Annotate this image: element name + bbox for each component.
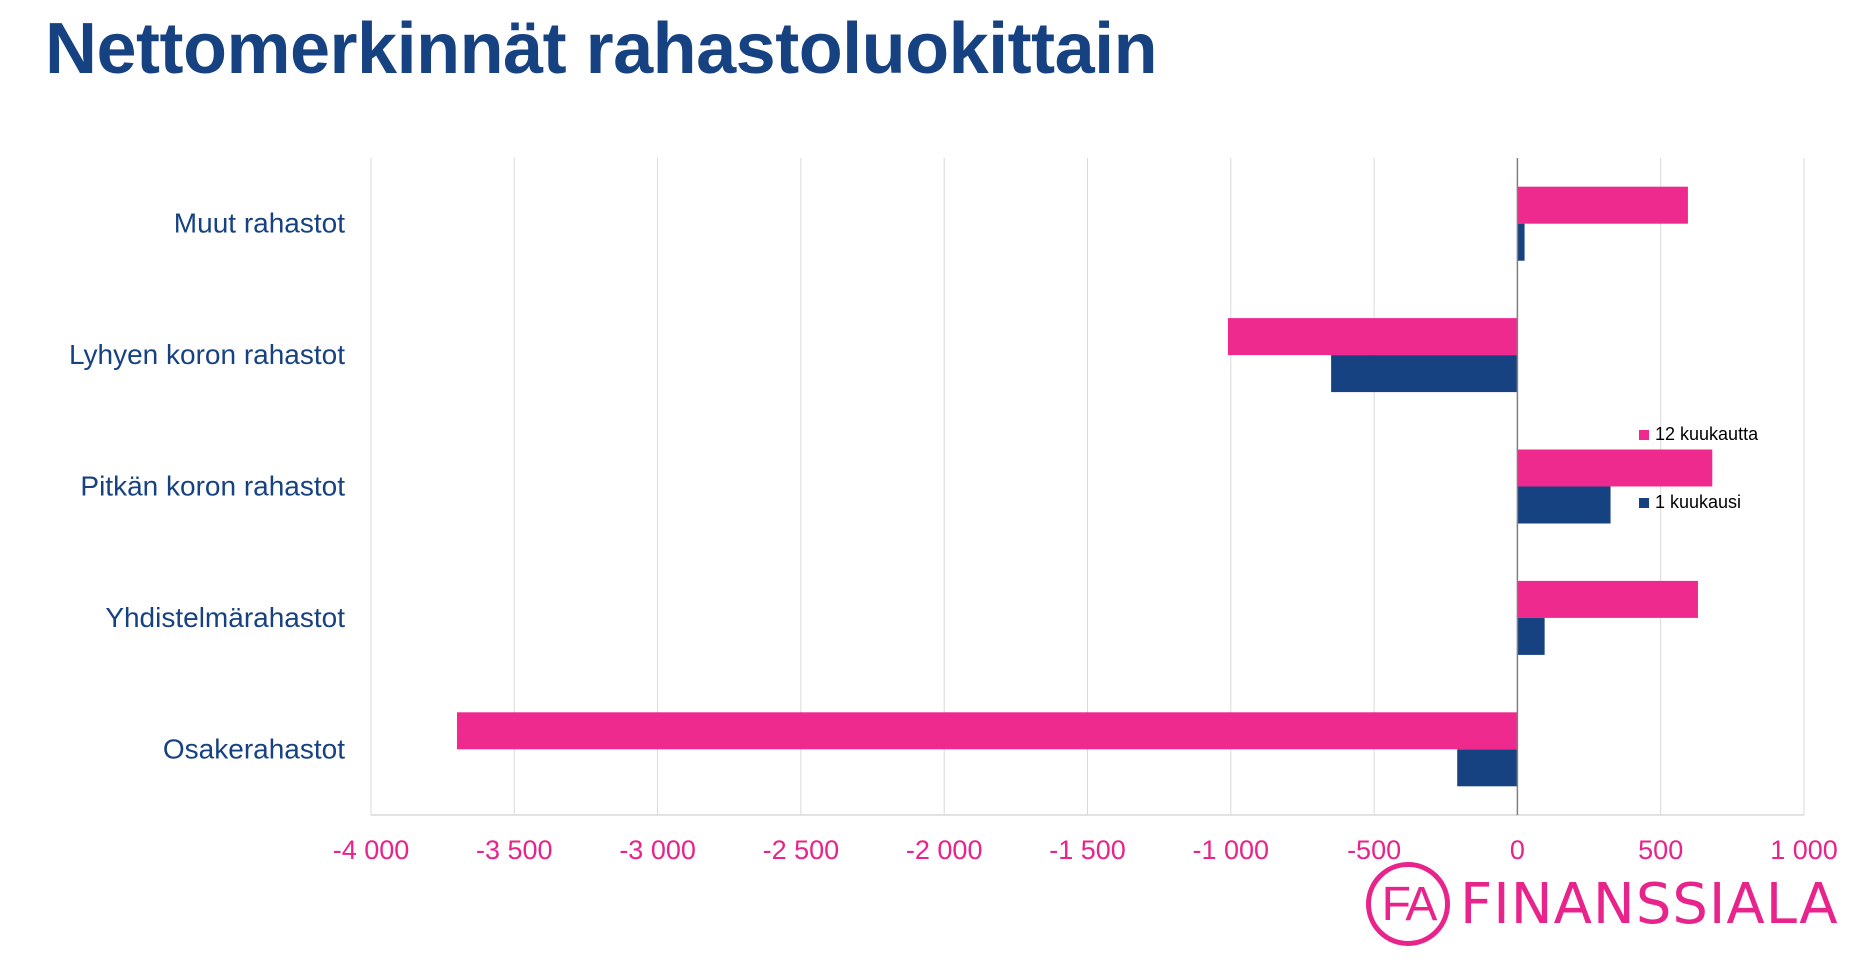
bar: [456, 712, 1518, 750]
x-tick-label: -3 000: [619, 835, 696, 860]
grid-lines: [370, 158, 1805, 815]
x-tick-label: 0: [1510, 835, 1525, 860]
x-tick-label: -1 500: [1049, 835, 1126, 860]
category-label: Yhdistelmärahastot: [105, 602, 345, 633]
axes: [371, 158, 1804, 816]
x-tick-label: 500: [1638, 835, 1683, 860]
bar: [1331, 355, 1518, 393]
logo-mark: FA: [1366, 862, 1450, 946]
x-tick-label: -3 500: [476, 835, 553, 860]
x-tick-label: -2 500: [763, 835, 840, 860]
finanssiala-logo: FA FINANSSIALA: [1366, 862, 1839, 946]
bars: [456, 186, 1713, 787]
bar: [1517, 580, 1698, 618]
bar: [1517, 186, 1688, 224]
labels: -4 000 -3 500 -3 000 -2 500 -2 000 -1 500 -1 0…: [69, 208, 1838, 860]
bar: [1517, 449, 1713, 487]
bar: [1517, 617, 1545, 655]
legend-label: 12 kuukautta: [1655, 424, 1759, 444]
bar: [1227, 318, 1518, 356]
page-title: Nettomerkinnät rahastoluokittain: [45, 9, 1158, 89]
x-tick-label: -2 000: [906, 835, 983, 860]
bar: [1517, 223, 1525, 261]
x-tick-label: -1 000: [1193, 835, 1270, 860]
category-label: Pitkän koron rahastot: [80, 471, 345, 502]
legend-swatch: [1639, 498, 1649, 508]
category-label: Osakerahastot: [163, 733, 345, 764]
category-label: Lyhyen koron rahastot: [69, 339, 345, 370]
x-tick-label: -500: [1347, 835, 1401, 860]
category-label: Muut rahastot: [174, 208, 345, 239]
logo-wordmark: FINANSSIALA: [1460, 871, 1839, 937]
bar-chart: -4 000 -3 500 -3 000 -2 500 -2 000 -1 500 -1 0…: [69, 158, 1838, 860]
legend-swatch: [1639, 430, 1649, 440]
x-tick-label: -4 000: [333, 835, 410, 860]
x-tick-label: 1 000: [1770, 835, 1838, 860]
legend-label: 1 kuukausi: [1655, 492, 1741, 512]
bar: [1517, 486, 1611, 524]
legend: 12 kuukautta 1 kuukausi: [1639, 424, 1759, 512]
bar: [1457, 749, 1518, 787]
